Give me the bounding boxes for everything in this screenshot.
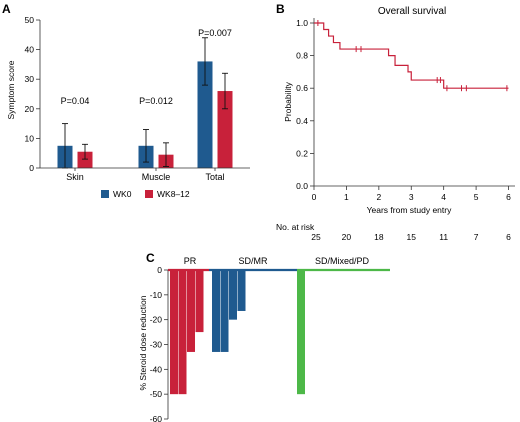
panel-a-ylabel: Symptom score: [6, 60, 16, 119]
y-tick-label: 0.4: [296, 116, 308, 126]
legend-label: WK0: [113, 189, 132, 199]
survival-curve: [314, 22, 509, 89]
bar-pr: [170, 270, 178, 395]
censor-marks: [317, 20, 508, 92]
x-tick-label: 3: [409, 192, 414, 202]
y-tick-label: -30: [150, 340, 163, 350]
y-tick-label: 0.6: [296, 83, 308, 93]
bar-pr: [187, 270, 195, 352]
legend-swatch: [145, 190, 153, 198]
at-risk-number: 15: [407, 232, 417, 242]
p-value: P=0.012: [139, 96, 173, 106]
bar-sd-mr: [220, 270, 229, 352]
x-tick-label: 6: [506, 192, 511, 202]
bar-sd-mr: [237, 270, 246, 311]
at-risk-number: 7: [474, 232, 479, 242]
x-tick-label: 2: [376, 192, 381, 202]
p-value: P=0.007: [198, 28, 232, 38]
panel-c-groups: PR SD/MR SD/Mixed/PD: [168, 256, 390, 395]
panel-a-letter: A: [2, 2, 11, 16]
bar-wk0: [197, 61, 213, 168]
y-tick-label: 0.2: [296, 148, 308, 158]
panel-b-ticks: 0.0 0.2 0.4 0.6 0.8 1.0 0 1 2 3 4 5 6: [296, 18, 511, 202]
at-risk-number: 11: [439, 232, 448, 242]
panel-b-xlabel: Years from study entry: [367, 205, 452, 215]
panel-b: B Overall survival Probability 0.0 0.2 0.4…: [276, 2, 515, 242]
y-tick-label: 1.0: [296, 18, 308, 28]
panel-c-letter: C: [146, 251, 155, 265]
at-risk-numbers: 25 20 18 15 11 7 6: [311, 232, 511, 242]
bar-wk8–12: [77, 151, 93, 168]
y-tick-label: -60: [150, 414, 163, 422]
panel-a-bars: [57, 37, 233, 169]
x-tick-label: Total: [205, 172, 224, 182]
panel-c-ylabel: % Steroid dose reduction: [138, 295, 148, 390]
y-tick-label: 10: [25, 133, 35, 143]
y-tick-label: 0: [157, 265, 162, 275]
at-risk-label: No. at risk: [276, 222, 315, 232]
group-label: PR: [184, 256, 197, 266]
panel-c: C % Steroid dose reduction 0 -10 -20 -30 -40…: [138, 251, 390, 422]
bar-sd-mr: [212, 270, 220, 352]
at-risk-number: 25: [311, 232, 321, 242]
group-label: SD/Mixed/PD: [315, 256, 370, 266]
x-tick-label: 0: [312, 192, 317, 202]
p-value: P=0.04: [61, 96, 90, 106]
x-tick-label: Skin: [66, 172, 84, 182]
x-tick-label: 4: [441, 192, 446, 202]
y-tick-label: -50: [150, 389, 163, 399]
x-tick-label: Muscle: [142, 172, 171, 182]
y-tick-label: 20: [25, 104, 35, 114]
group-label: SD/MR: [239, 256, 269, 266]
y-tick-label: 0.0: [296, 181, 308, 191]
panel-b-letter: B: [276, 2, 285, 16]
legend-label: WK8–12: [157, 189, 190, 199]
y-tick-label: -10: [150, 290, 163, 300]
at-risk-number: 6: [506, 232, 511, 242]
panel-a-annotations: P=0.04 P=0.012 P=0.007: [61, 28, 232, 106]
bar-pr: [195, 270, 204, 333]
y-tick-label: 0: [29, 163, 34, 173]
y-tick-label: -20: [150, 315, 163, 325]
y-tick-label: 50: [25, 15, 35, 25]
at-risk-number: 20: [342, 232, 352, 242]
panel-a-xlabels: Skin Muscle Total: [66, 168, 225, 182]
y-tick-label: 40: [25, 45, 35, 55]
x-tick-label: 1: [344, 192, 349, 202]
panel-a-yticks: 0 10 20 30 40 50: [25, 15, 40, 173]
bar-wk8–12: [217, 91, 233, 168]
bar-pr: [178, 270, 187, 395]
bar-sd-mr: [229, 270, 237, 320]
panel-a-legend: WK0 WK8–12: [101, 189, 190, 199]
x-tick-label: 5: [474, 192, 479, 202]
panel-c-yticks: 0 -10 -20 -30 -40 -50 -60: [150, 265, 168, 422]
y-tick-label: 0.8: [296, 51, 308, 61]
legend-swatch: [101, 190, 109, 198]
panel-b-ylabel: Probability: [283, 81, 293, 121]
y-tick-label: 30: [25, 74, 35, 84]
bar-sd-mixed-pd: [297, 270, 305, 395]
panel-b-title: Overall survival: [378, 6, 446, 17]
at-risk-number: 18: [374, 232, 384, 242]
panel-a: A Symptom score 0 10 20 30 40 50 Skin Muscle To…: [2, 2, 250, 199]
y-tick-label: -40: [150, 364, 163, 374]
